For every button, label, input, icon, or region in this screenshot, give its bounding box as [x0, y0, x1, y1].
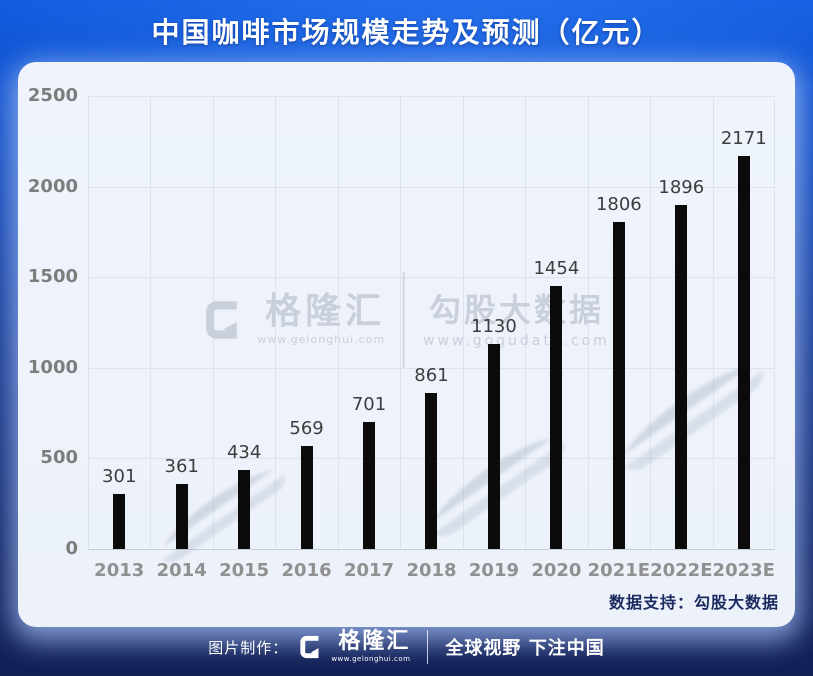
gridline-v — [150, 96, 151, 549]
gelonghui-watermark-url: www.gelonghui.com — [257, 333, 386, 346]
y-tick-label: 2000 — [27, 175, 78, 197]
footer-credit-label: 图片制作： — [208, 638, 289, 657]
bar — [550, 285, 563, 549]
gridline-v — [588, 96, 589, 549]
gridline-v — [338, 96, 339, 549]
watermark: 格隆汇 www.gelonghui.com 勾股大数据 www.gogudata… — [203, 272, 610, 368]
bar-column: 301 2013 — [88, 96, 150, 581]
y-tick-label: 0 — [65, 538, 78, 559]
x-tick-label: 2017 — [343, 560, 395, 581]
gridline-h — [88, 96, 775, 97]
x-tick-label: 2019 — [468, 560, 519, 581]
bar-value-label: 861 — [414, 365, 449, 386]
gridline-h — [88, 186, 775, 188]
watermark-divider — [403, 272, 406, 368]
bar-column: 1130 2019 — [463, 96, 525, 581]
gridline-v — [275, 96, 276, 549]
bar-column: 2171 2023E — [713, 96, 775, 581]
footer-brand-url: www.gelonghui.com — [331, 655, 411, 663]
gogudata-watermark: 勾股大数据 www.gogudata.com — [423, 291, 610, 349]
gridline-v — [463, 96, 464, 549]
bar-value-label: 1454 — [533, 257, 580, 279]
bar — [175, 483, 188, 549]
bar-column: 434 2015 — [213, 96, 275, 581]
bar-value-label: 2171 — [720, 127, 767, 149]
bar — [612, 221, 625, 549]
footer-brand-name: 格隆汇 — [338, 629, 411, 654]
x-tick-label: 2014 — [156, 560, 207, 581]
bar-value-label: 1896 — [658, 177, 705, 199]
bar — [113, 494, 126, 549]
x-tick-label: 2013 — [94, 560, 145, 581]
gelonghui-watermark: 格隆汇 www.gelonghui.com — [203, 294, 385, 346]
bar-column: 701 2017 — [338, 96, 400, 581]
bar-column: 861 2018 — [400, 96, 462, 581]
gridline-v — [713, 96, 714, 549]
bar — [300, 445, 313, 549]
bar-column: 569 2016 — [275, 96, 337, 581]
x-tick-label: 2020 — [531, 560, 582, 581]
footer-slogan: 全球视野 下注中国 — [445, 638, 605, 659]
x-tick-label: 2021E — [587, 560, 651, 581]
gogudata-watermark-name: 勾股大数据 — [428, 290, 604, 329]
footer-divider — [427, 630, 429, 664]
gridline-v — [525, 96, 526, 549]
gelonghui-logo-icon — [300, 635, 319, 659]
bar-value-label: 569 — [289, 417, 324, 439]
x-tick-label: 2018 — [406, 560, 457, 581]
gridline-v — [650, 96, 651, 549]
data-support-note: 数据支持：勾股大数据 — [608, 593, 779, 612]
x-tick-label: 2023E — [712, 560, 775, 581]
bar-column: 1896 2022E — [650, 96, 712, 581]
gridline-v — [88, 96, 89, 549]
chart-panel: 301 2013 361 2014 434 2015 569 2016 701 2017 861 20… — [18, 62, 795, 627]
gelonghui-watermark-name: 格隆汇 — [265, 291, 386, 332]
plot-area: 301 2013 361 2014 434 2015 569 2016 701 2017 861 20… — [88, 96, 776, 581]
title-bar: 中国咖啡市场规模走势及预测（亿元） — [0, 0, 813, 62]
gelonghui-logo-icon — [205, 301, 237, 339]
bar-column: 1806 2021E — [588, 96, 650, 581]
bar-value-label: 361 — [164, 455, 199, 477]
page-title: 中国咖啡市场规模走势及预测（亿元） — [151, 16, 662, 49]
gridline-v — [774, 96, 775, 549]
gridline-h — [88, 367, 775, 369]
y-tick-label: 500 — [40, 447, 78, 469]
bar — [487, 344, 500, 549]
bar-value-label: 434 — [226, 442, 262, 464]
gridline-h — [88, 549, 775, 550]
bar-value-label: 1130 — [471, 316, 517, 338]
y-tick-label: 2500 — [27, 85, 78, 106]
x-tick-label: 2022E — [650, 560, 713, 581]
gridline-h — [88, 277, 775, 279]
bar-value-label: 701 — [351, 393, 387, 415]
bar — [675, 205, 688, 549]
y-tick-label: 1500 — [27, 266, 78, 288]
bar — [737, 155, 750, 549]
footer-bar: 图片制作： 格隆汇 www.gelonghui.com 全球视野 下注中国 — [0, 627, 813, 667]
gridline-v — [400, 96, 401, 549]
x-tick-label: 2016 — [281, 560, 332, 581]
y-tick-label: 1000 — [27, 356, 78, 378]
x-tick-label: 2015 — [219, 560, 270, 581]
bar — [238, 470, 251, 549]
bar — [425, 393, 438, 549]
bar-value-label: 301 — [102, 466, 137, 488]
bar-value-label: 1806 — [595, 193, 642, 215]
footer-brand: 格隆汇 www.gelonghui.com — [299, 631, 410, 663]
bar — [363, 421, 376, 549]
bar-column: 361 2014 — [150, 96, 212, 581]
bar-column: 1454 2020 — [525, 96, 587, 581]
